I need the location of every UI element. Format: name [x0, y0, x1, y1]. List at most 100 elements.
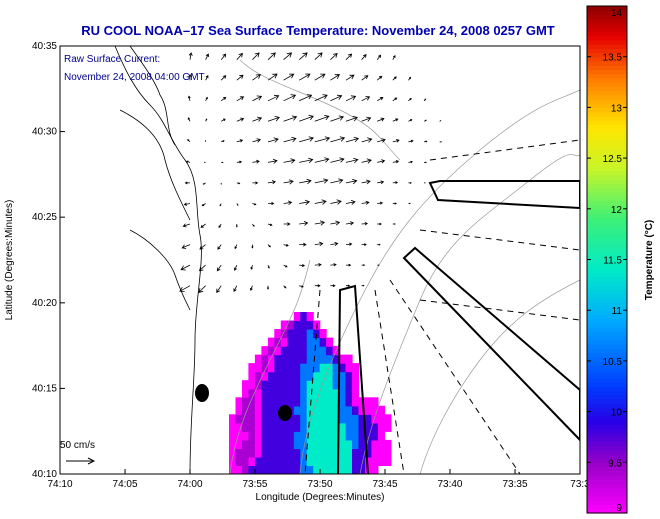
current-vector — [252, 116, 263, 122]
colorbar-swatch — [587, 466, 627, 472]
sst-cell — [280, 448, 288, 458]
sst-cell — [293, 414, 301, 424]
sst-cell — [235, 405, 243, 415]
current-vector — [314, 284, 321, 288]
sst-cell — [365, 405, 373, 415]
current-vector — [182, 223, 191, 228]
current-vector — [203, 161, 206, 164]
y-tick-label: 40:20 — [32, 298, 57, 309]
current-vector — [377, 180, 385, 185]
colorbar-swatch — [587, 284, 627, 290]
current-vector — [221, 161, 224, 164]
sst-cell — [306, 422, 314, 432]
sst-cell — [326, 448, 334, 458]
current-vector — [181, 244, 191, 249]
y-tick-label: 40:35 — [32, 41, 57, 52]
sst-cell — [293, 422, 301, 432]
sst-cell — [313, 380, 321, 390]
sst-cell — [254, 456, 262, 466]
sst-cell — [377, 405, 385, 415]
colorbar-swatch — [587, 449, 627, 455]
sst-cell — [319, 414, 327, 424]
current-vector — [220, 75, 227, 81]
sst-cell — [313, 422, 321, 432]
colorbar-swatch — [587, 39, 627, 45]
sst-cell — [319, 371, 327, 381]
colorbar-tick-label: 11 — [612, 306, 623, 317]
colorbar-swatch — [587, 407, 627, 413]
colorbar-swatch — [587, 124, 627, 130]
x-tick-label: 73:35 — [503, 479, 528, 490]
colorbar-swatch — [587, 107, 627, 113]
colorbar-swatch — [587, 170, 627, 176]
current-vector — [345, 53, 353, 60]
colorbar-swatch — [587, 242, 627, 248]
sst-cell — [306, 312, 314, 322]
current-vector — [234, 244, 238, 250]
colorbar-swatch — [587, 259, 627, 265]
current-vector — [216, 264, 222, 272]
sst-cell — [300, 431, 308, 441]
colorbar-swatch — [587, 377, 627, 383]
sst-cell — [306, 448, 314, 458]
sst-cell — [332, 380, 340, 390]
x-tick-label: 74:05 — [113, 479, 138, 490]
sst-cell — [306, 363, 314, 373]
current-vector — [267, 52, 276, 60]
colorbar-swatch — [587, 411, 627, 417]
sst-cell — [345, 371, 353, 381]
current-vector — [408, 160, 414, 164]
current-vector — [424, 161, 427, 164]
current-vector — [377, 138, 386, 143]
current-vector — [361, 179, 371, 185]
sst-cell — [254, 363, 262, 373]
sst-cell — [248, 414, 256, 424]
colorbar-swatch — [587, 191, 627, 197]
colorbar-swatch — [587, 487, 627, 493]
sst-cell — [345, 363, 353, 373]
current-vector — [392, 160, 400, 164]
shipping-lane — [389, 279, 521, 474]
sst-cell — [384, 448, 392, 458]
current-vector — [220, 96, 227, 102]
colorbar-swatch — [587, 441, 627, 446]
current-vector — [236, 96, 245, 102]
current-vector — [179, 285, 191, 292]
colorbar-swatch — [587, 305, 627, 311]
colorbar-swatch — [587, 255, 627, 261]
colorbar: 9 9.5 10 10.5 11 11.5 12 12.5 13 13.5 14 — [586, 5, 628, 514]
colorbar-swatch — [587, 208, 627, 214]
sst-cell — [377, 456, 385, 466]
colorbar-swatch — [587, 141, 627, 147]
sst-cell — [326, 363, 334, 373]
colorbar-swatch — [587, 297, 627, 303]
sst-cell — [365, 439, 373, 449]
sst-cell — [339, 456, 347, 466]
colorbar-swatch — [587, 339, 627, 345]
sst-cell — [339, 354, 347, 364]
colorbar-swatch — [587, 373, 627, 379]
colorbar-swatch — [587, 483, 627, 489]
current-vector — [188, 73, 192, 81]
colorbar-tick-label: 10 — [611, 408, 623, 419]
sst-cell — [280, 380, 288, 390]
sst-cell — [319, 465, 327, 474]
current-vector — [330, 52, 338, 60]
colorbar-swatch — [587, 60, 627, 66]
current-vector — [377, 222, 382, 226]
colorbar-swatch — [587, 77, 627, 83]
sst-cell — [280, 388, 288, 398]
current-vector — [377, 159, 386, 164]
colorbar-tick-label: 14 — [611, 8, 623, 19]
sst-cell — [371, 439, 379, 449]
sst-cell — [345, 456, 353, 466]
sst-cell — [248, 405, 256, 415]
x-tick-label: 73:3 — [570, 479, 590, 490]
current-vector — [345, 136, 360, 143]
sst-cell — [261, 414, 269, 424]
sst-cell — [280, 329, 288, 339]
sst-cell — [261, 439, 269, 449]
sst-cell — [358, 414, 366, 424]
colorbar-swatch — [587, 445, 627, 451]
colorbar-swatch — [587, 229, 627, 235]
